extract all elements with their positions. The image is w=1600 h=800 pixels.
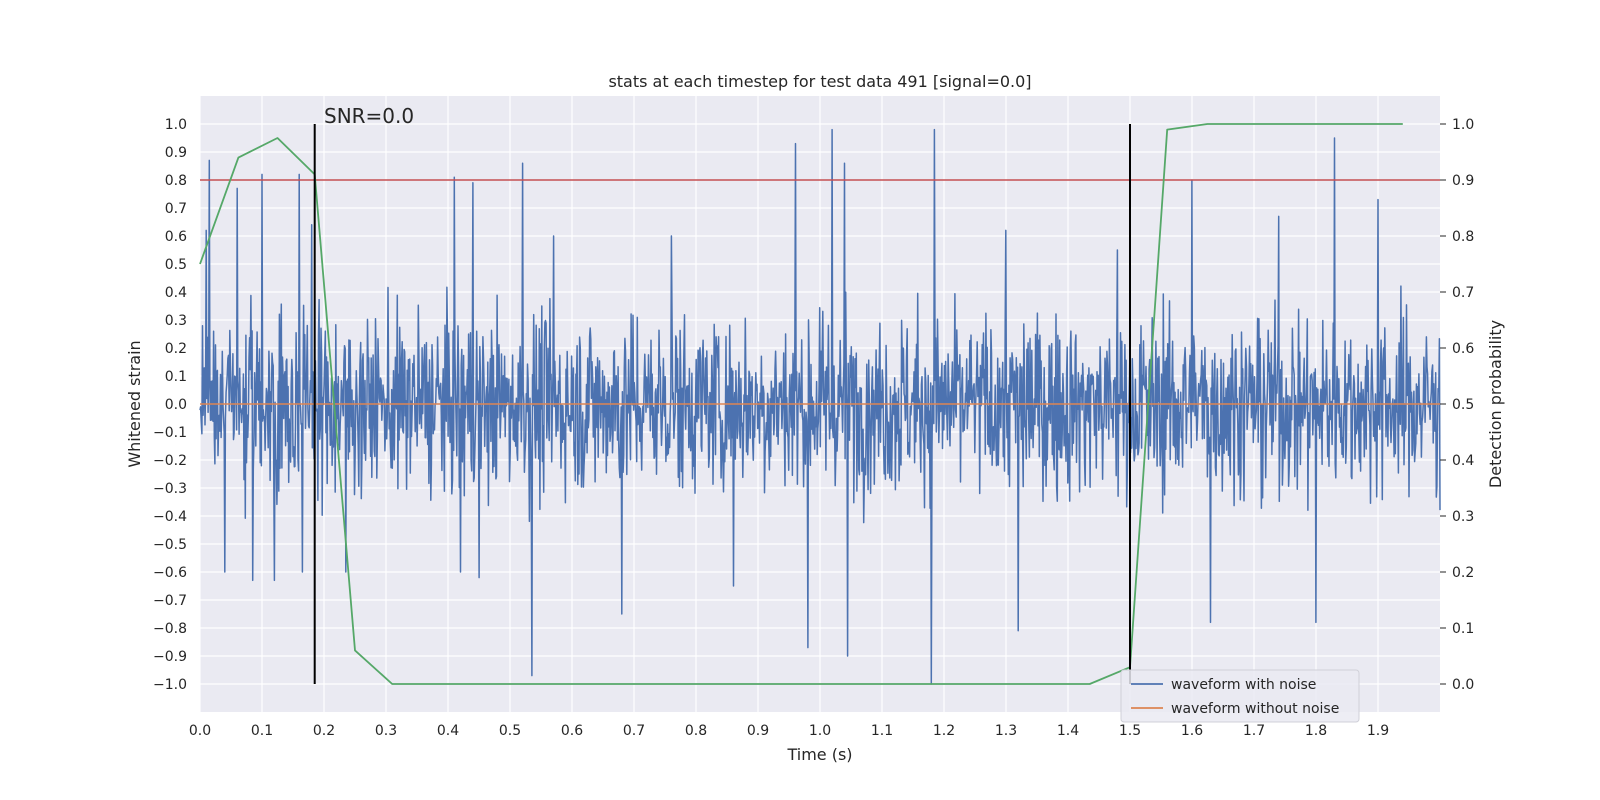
y-axis-label-right: Detection probability — [1486, 320, 1505, 488]
x-tick-label: 0.3 — [375, 723, 397, 739]
x-tick-label: 0.5 — [499, 723, 521, 739]
series-detection-probability — [199, 123, 1403, 685]
legend-box — [1120, 669, 1360, 723]
y-right-tick-label: 0.8 — [1452, 229, 1474, 245]
y-tick-label: 0.1 — [165, 369, 187, 385]
y-right-tick-label: 0.4 — [1452, 453, 1474, 469]
y-tick-label: −0.7 — [153, 593, 187, 609]
y-tick-label: −0.2 — [153, 453, 187, 469]
x-tick-label: 0.8 — [685, 723, 707, 739]
y-tick-label: 0.8 — [165, 173, 187, 189]
x-tick-label: 0.2 — [313, 723, 335, 739]
x-tick-label: 0.7 — [623, 723, 645, 739]
y-tick-label: −0.4 — [153, 509, 187, 525]
x-tick-label: 1.3 — [995, 723, 1017, 739]
y-tick-label: −0.1 — [153, 425, 187, 441]
x-tick-label: 1.8 — [1305, 723, 1327, 739]
y-right-tick-label: 0.0 — [1452, 677, 1474, 693]
y-tick-label: 0.0 — [165, 397, 187, 413]
y-tick-label: 0.4 — [165, 285, 187, 301]
x-tick-label: 1.9 — [1367, 723, 1389, 739]
y-tick-label: −0.3 — [153, 481, 187, 497]
x-axis-label: Time (s) — [786, 745, 852, 764]
x-tick-label: 0.1 — [251, 723, 273, 739]
y-right-tick-label: 0.7 — [1452, 285, 1474, 301]
x-tick-label: 1.7 — [1243, 723, 1265, 739]
y-tick-label: −0.8 — [153, 621, 187, 637]
x-tick-label: 1.0 — [809, 723, 831, 739]
y-tick-label: 0.3 — [165, 313, 187, 329]
y-right-tick-label: 0.6 — [1452, 341, 1474, 357]
y-tick-label: −1.0 — [153, 677, 187, 693]
series-waveform-with-noise — [199, 128, 1441, 685]
legend-label-noise: waveform with noise — [1171, 677, 1316, 693]
y-tick-label: −0.5 — [153, 537, 187, 553]
y-right-tick-label: 1.0 — [1452, 117, 1474, 133]
y-right-tick-label: 0.3 — [1452, 509, 1474, 525]
y-tick-label: 0.2 — [165, 341, 187, 357]
y-tick-label: 1.0 — [165, 117, 187, 133]
legend-label-clean: waveform without noise — [1171, 701, 1339, 717]
x-tick-label: 0.9 — [747, 723, 769, 739]
y-right-tick-label: 0.2 — [1452, 565, 1474, 581]
y-tick-label: 0.5 — [165, 257, 187, 273]
y-right-tick-label: 0.1 — [1452, 621, 1474, 637]
series-layer — [199, 123, 1441, 685]
y-tick-label: 0.9 — [165, 145, 187, 161]
x-tick-label: 1.1 — [871, 723, 893, 739]
y-right-tick-label: 0.5 — [1452, 397, 1474, 413]
y-tick-label: 0.6 — [165, 229, 187, 245]
x-tick-label: 1.5 — [1119, 723, 1141, 739]
y-tick-label: −0.6 — [153, 565, 187, 581]
x-tick-label: 1.2 — [933, 723, 955, 739]
x-tick-label: 0.0 — [189, 723, 211, 739]
legend: waveform with noise waveform without noi… — [1120, 669, 1360, 723]
chart-title: stats at each timestep for test data 491… — [608, 72, 1031, 91]
snr-annotation: SNR=0.0 — [324, 104, 414, 128]
x-tick-label: 1.4 — [1057, 723, 1079, 739]
y-tick-label: 0.7 — [165, 201, 187, 217]
y-axis-label: Whitened strain — [125, 340, 144, 467]
x-tick-label: 0.6 — [561, 723, 583, 739]
x-tick-label: 1.6 — [1181, 723, 1203, 739]
y-tick-label: −0.9 — [153, 649, 187, 665]
y-right-tick-label: 0.9 — [1452, 173, 1474, 189]
tick-labels: 1.0 0.9 0.8 0.7 0.6 0.5 0.4 0.3 0.2 0.1 0.0 −0.1 −0.… — [153, 117, 1474, 739]
x-tick-label: 0.4 — [437, 723, 459, 739]
